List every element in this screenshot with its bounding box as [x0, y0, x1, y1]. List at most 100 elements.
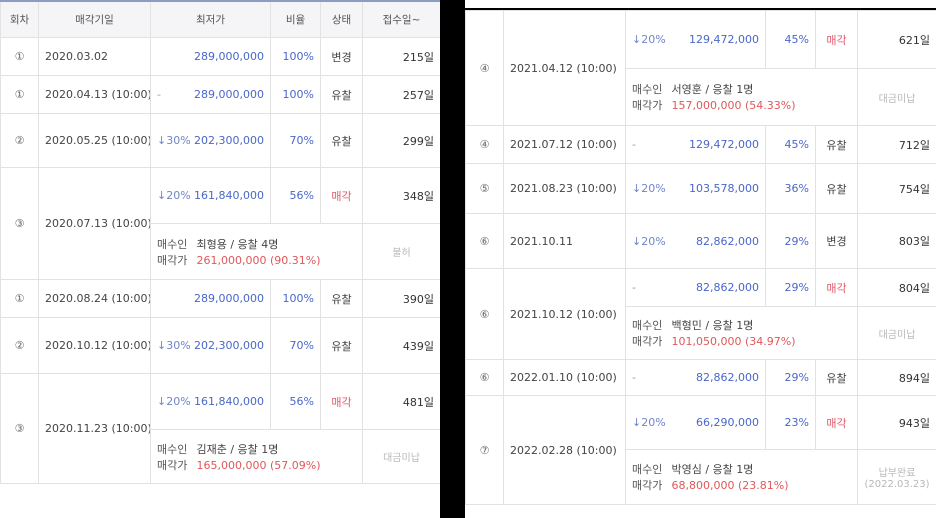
sale-price-label: 매각가 [632, 335, 663, 348]
date-cell: 2020.03.02 [38, 37, 151, 76]
buyer-name: 최형용 / 응찰 4명 [196, 237, 279, 251]
min-price: 289,000,000 [194, 292, 264, 305]
status-cell: 매각 [320, 167, 363, 224]
rate-cell: 56% [270, 373, 321, 430]
date-cell: 2022.02.28 (10:00) [503, 395, 626, 505]
drop-rate: ↓20% [632, 416, 666, 429]
days-cell: 481일 [362, 373, 441, 430]
date-cell: 2020.07.13 (10:00) [38, 167, 151, 280]
date-cell: 2020.11.23 (10:00) [38, 373, 151, 484]
min-price: 103,578,000 [689, 182, 759, 195]
sale-price: 165,000,000 (57.09%) [196, 458, 321, 472]
header-min-price: 최저가 [150, 0, 271, 38]
header-rate: 비율 [270, 0, 321, 38]
drop-rate: ↓20% [632, 234, 666, 248]
buyer-name: 김재춘 / 응찰 1명 [196, 442, 279, 456]
header-date: 매각기일 [38, 0, 151, 38]
buyer-info: 매수인 백형민 / 응찰 1명 매각가 101,050,000 (34.97%) [625, 306, 858, 360]
buyer-info: 매수인 김재춘 / 응찰 1명 매각가 165,000,000 (57.09%) [150, 429, 363, 484]
table-row: ④ 2021.04.12 (10:00) ↓20% 129,472,000 45%… [465, 10, 936, 126]
table-row: ⑥ 2021.10.12 (10:00) -82,862,000 29% 매각 … [465, 268, 936, 360]
min-price-cell: - 82,862,000 [625, 359, 766, 396]
date-cell: 2021.10.12 (10:00) [503, 268, 626, 360]
buyer-label: 매수인 [632, 319, 663, 332]
buyer-label: 매수인 [157, 442, 188, 456]
round-cell: ① [0, 279, 39, 318]
date-cell: 2021.10.11 [503, 213, 626, 269]
min-price: 202,300,000 [194, 134, 264, 147]
drop-rate: ↓20% [157, 189, 191, 202]
table-row: ① 2020.03.02 289,000,000 100% 변경 215일 [0, 37, 441, 76]
buyer-row: 매수인 서영훈 / 응찰 1명 매각가 157,000,000 (54.33%)… [466, 68, 936, 126]
rate-cell: 100% [270, 75, 321, 114]
date-cell: 2021.07.12 (10:00) [503, 125, 626, 164]
min-price: 289,000,000 [194, 50, 264, 63]
header-days[interactable]: 접수일~ [362, 0, 441, 38]
round-cell: ② [0, 113, 39, 168]
sale-price: 157,000,000 (54.33%) [671, 99, 796, 112]
drop-rate: ↓30% [157, 134, 191, 147]
table-header-row: 회차 매각기일 최저가 비율 상태 접수일~ [0, 0, 441, 38]
min-price-cell: ↓30% 202,300,000 [150, 113, 271, 168]
sale-price: 68,800,000 (23.81%) [671, 479, 789, 492]
status-cell: 매각 [815, 395, 858, 450]
rate-cell: 100% [270, 279, 321, 318]
min-price: 289,000,000 [194, 88, 264, 101]
buyer-label: 매수인 [157, 237, 188, 251]
payment-note: 불허 [362, 223, 441, 280]
round-cell: ④ [465, 10, 504, 126]
days-cell: 390일 [362, 279, 441, 318]
round-cell: ⑦ [465, 395, 504, 505]
table-row: ⑦ 2022.02.28 (10:00) ↓20% 66,290,000 23% … [465, 395, 936, 505]
payment-note: 대금미납 [362, 429, 441, 484]
min-price: 82,862,000 [696, 281, 759, 294]
panel-top-border [465, 8, 936, 11]
date-cell: 2020.04.13 (10:00) [38, 75, 151, 114]
status-cell: 매각 [815, 10, 858, 69]
days-cell: 754일 [857, 163, 936, 214]
auction-history-right-panel: ④ 2021.04.12 (10:00) ↓20% 129,472,000 45%… [465, 10, 936, 510]
status-cell: 유찰 [320, 75, 363, 114]
min-price-cell: ↓20% 82,862,000 [625, 213, 766, 269]
sale-price-label: 매각가 [157, 253, 188, 267]
days-cell: 712일 [857, 125, 936, 164]
days-cell: 299일 [362, 113, 441, 168]
sale-price-label: 매각가 [632, 479, 663, 492]
rate-cell: 29% [765, 359, 816, 396]
min-price: 129,472,000 [689, 138, 759, 151]
status-cell: 유찰 [320, 279, 363, 318]
table-row: ② 2020.10.12 (10:00) ↓30% 202,300,000 70%… [0, 317, 441, 374]
payment-status: 납부완료 [878, 468, 916, 479]
round-cell: ① [0, 37, 39, 76]
rate-cell: 45% [765, 10, 816, 69]
drop-rate: ↓30% [157, 339, 191, 352]
min-price: 66,290,000 [696, 416, 759, 429]
rate-cell: 100% [270, 37, 321, 76]
drop-rate: ↓20% [632, 182, 666, 195]
rate-cell: 45% [765, 125, 816, 164]
round-cell: ⑥ [465, 268, 504, 360]
min-price-cell: ↓20% 161,840,000 [150, 167, 271, 224]
date-cell: 2020.08.24 (10:00) [38, 279, 151, 318]
min-price-cell: ↓20% 66,290,000 [625, 395, 766, 450]
table-row: ⑥ 2022.01.10 (10:00) -82,862,000 29% 유찰 … [465, 359, 936, 396]
buyer-info: 매수인 최형용 / 응찰 4명 매각가 261,000,000 (90.31%) [150, 223, 363, 280]
buyer-row: 매수인 백형민 / 응찰 1명 매각가 101,050,000 (34.97%)… [466, 306, 936, 360]
days-cell: 803일 [857, 213, 936, 269]
auction-table-right: ④ 2021.04.12 (10:00) ↓20% 129,472,000 45%… [465, 10, 936, 505]
min-price-cell: - 129,472,000 [625, 125, 766, 164]
rate-cell: 70% [270, 317, 321, 374]
buyer-row: 매수인 최형용 / 응찰 4명 매각가 261,000,000 (90.31%)… [1, 223, 441, 280]
payment-note: 납부완료 (2022.03.23) [857, 449, 936, 505]
table-row: ⑥ 2021.10.11 ↓20% 82,862,000 29% 변경 803일 [465, 213, 936, 269]
dash-mark: - [632, 371, 636, 384]
header-status: 상태 [320, 0, 363, 38]
drop-rate: ↓20% [157, 395, 191, 408]
dash-mark: - [157, 88, 161, 101]
round-cell: ⑤ [465, 163, 504, 214]
rate-cell: 70% [270, 113, 321, 168]
round-cell: ⑥ [465, 213, 504, 269]
panel-divider [440, 0, 465, 518]
days-cell: 894일 [857, 359, 936, 396]
days-cell: 943일 [857, 395, 936, 450]
